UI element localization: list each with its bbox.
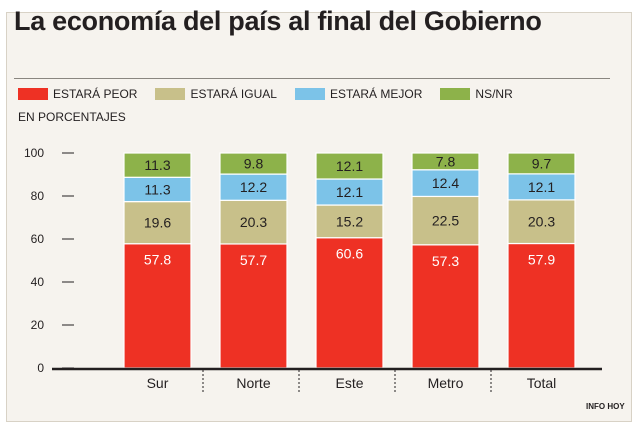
legend-swatch-igual [155,88,186,100]
bar-segment [507,152,576,175]
unit-label: EN PORCENTAJES [18,110,126,124]
legend-item-nsnr: NS/NR [440,87,513,101]
y-tick-label: 0 [37,361,44,375]
bar-segment [219,152,288,175]
x-tick-label: Metro [428,375,464,391]
legend-label-igual: ESTARÁ IGUAL [190,87,277,101]
bar-segment [123,176,192,203]
data-label: 57.9 [528,252,555,268]
bar-segment [315,152,384,180]
legend-label-nsnr: NS/NR [475,87,513,101]
data-label: 11.3 [144,181,170,197]
data-label: 12.2 [240,179,267,195]
legend-item-igual: ESTARÁ IGUAL [155,87,277,101]
bar-segment [123,200,192,245]
x-tick-label: Norte [236,375,270,391]
data-label: 9.8 [244,156,264,172]
data-label: 9.7 [532,155,552,171]
data-label: 20.3 [528,214,555,230]
bar-segment [219,243,288,369]
bar-segment [123,152,192,178]
bar-segment [219,199,288,245]
legend-item-peor: ESTARÁ PEOR [18,87,137,101]
legend: ESTARÁ PEOR ESTARÁ IGUAL ESTARÁ MEJOR NS… [18,86,531,102]
bar-segment [507,173,576,201]
data-label: 60.6 [336,246,363,262]
data-label: 19.6 [144,215,171,231]
data-label: 12.4 [432,175,459,191]
bar-segment [315,237,384,369]
y-tick-label: 20 [31,318,45,332]
bar-segment [123,243,192,369]
data-label: 22.5 [432,213,459,229]
data-label: 11.3 [144,157,170,173]
data-label: 12.1 [336,158,363,174]
data-label: 15.2 [336,213,363,229]
data-label: 57.8 [144,252,171,268]
y-tick-label: 80 [31,189,45,203]
bar-segment [507,199,576,245]
x-tick-label: Sur [147,375,169,391]
data-label: 7.8 [436,153,456,169]
credit-label: INFO HOY [586,402,625,411]
legend-item-mejor: ESTARÁ MEJOR [294,87,423,101]
data-label: 20.3 [240,214,267,230]
bar-segment [219,173,288,201]
y-tick-label: 60 [31,232,45,246]
data-label: 12.1 [336,184,363,200]
bar-segment [411,152,480,171]
legend-swatch-mejor [294,88,325,100]
data-label: 57.7 [240,252,267,268]
y-tick-label: 100 [24,146,44,160]
x-tick-label: Este [335,375,363,391]
chart-title: La economía del país al final del Gobier… [14,6,542,36]
data-label: 12.1 [528,179,555,195]
title-divider [14,78,610,79]
x-tick-label: Total [527,375,557,391]
y-tick-label: 40 [31,275,45,289]
legend-swatch-peor [18,88,48,100]
data-label: 57.3 [432,253,459,269]
bar-segment [507,242,576,369]
legend-swatch-nsnr [440,88,471,100]
legend-label-mejor: ESTARÁ MEJOR [329,87,423,101]
legend-label-peor: ESTARÁ PEOR [53,87,138,101]
